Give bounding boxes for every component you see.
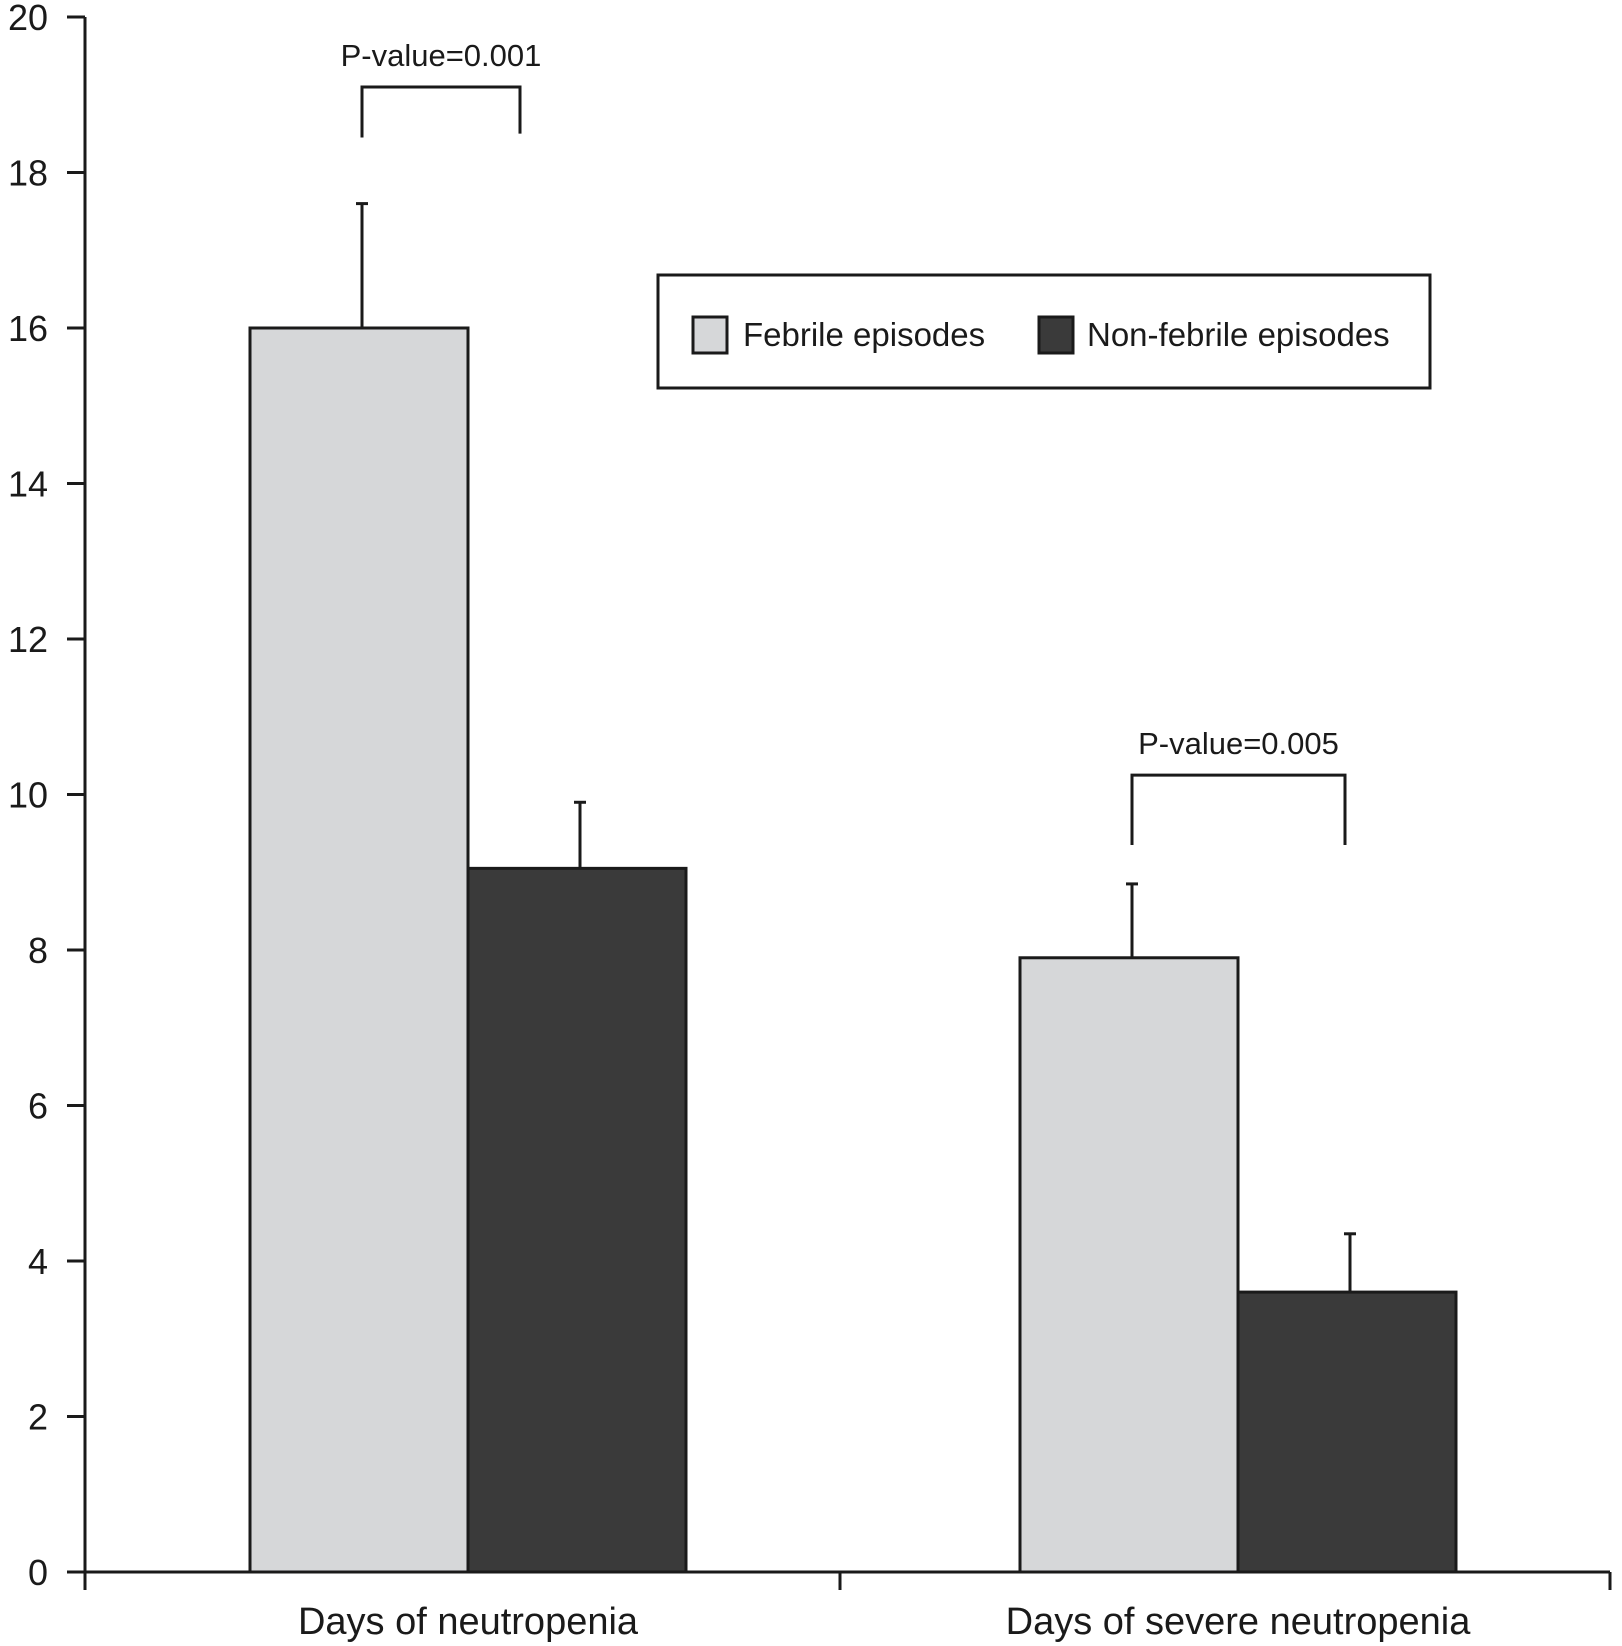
legend-label: Febrile episodes [743,316,985,353]
bar-febrile-2 [1018,956,1240,1574]
bar-non-febrile-2 [1236,1290,1458,1574]
y-tick-label: 10 [8,775,48,816]
significance-bracket [1130,773,1347,846]
legend-swatch-non-febrile [1037,315,1075,355]
legend-swatch-febrile [691,315,729,355]
y-tick-label: 4 [28,1241,48,1282]
y-tick-label: 2 [28,1397,48,1438]
bar-non-febrile-1 [466,866,688,1574]
y-tick-label: 16 [8,308,48,349]
y-tick-label: 8 [28,930,48,971]
p-value-label: P-value=0.005 [1138,726,1339,761]
y-tick-label: 20 [8,0,48,38]
x-category-label: Days of severe neutropenia [1006,1601,1472,1643]
y-tick-label: 6 [28,1086,48,1127]
y-tick-label: 18 [8,153,48,194]
significance-bracket [360,85,522,138]
legend: Febrile episodes Non-febrile episodes [656,273,1432,390]
x-category-label: Days of neutropenia [298,1601,639,1643]
y-tick-label: 0 [28,1552,48,1593]
y-tick-label: 12 [8,619,48,660]
y-tick-label: 14 [8,464,48,505]
bar-febrile-1 [248,326,470,1574]
p-value-label: P-value=0.001 [341,38,542,73]
legend-label: Non-febrile episodes [1087,316,1390,353]
